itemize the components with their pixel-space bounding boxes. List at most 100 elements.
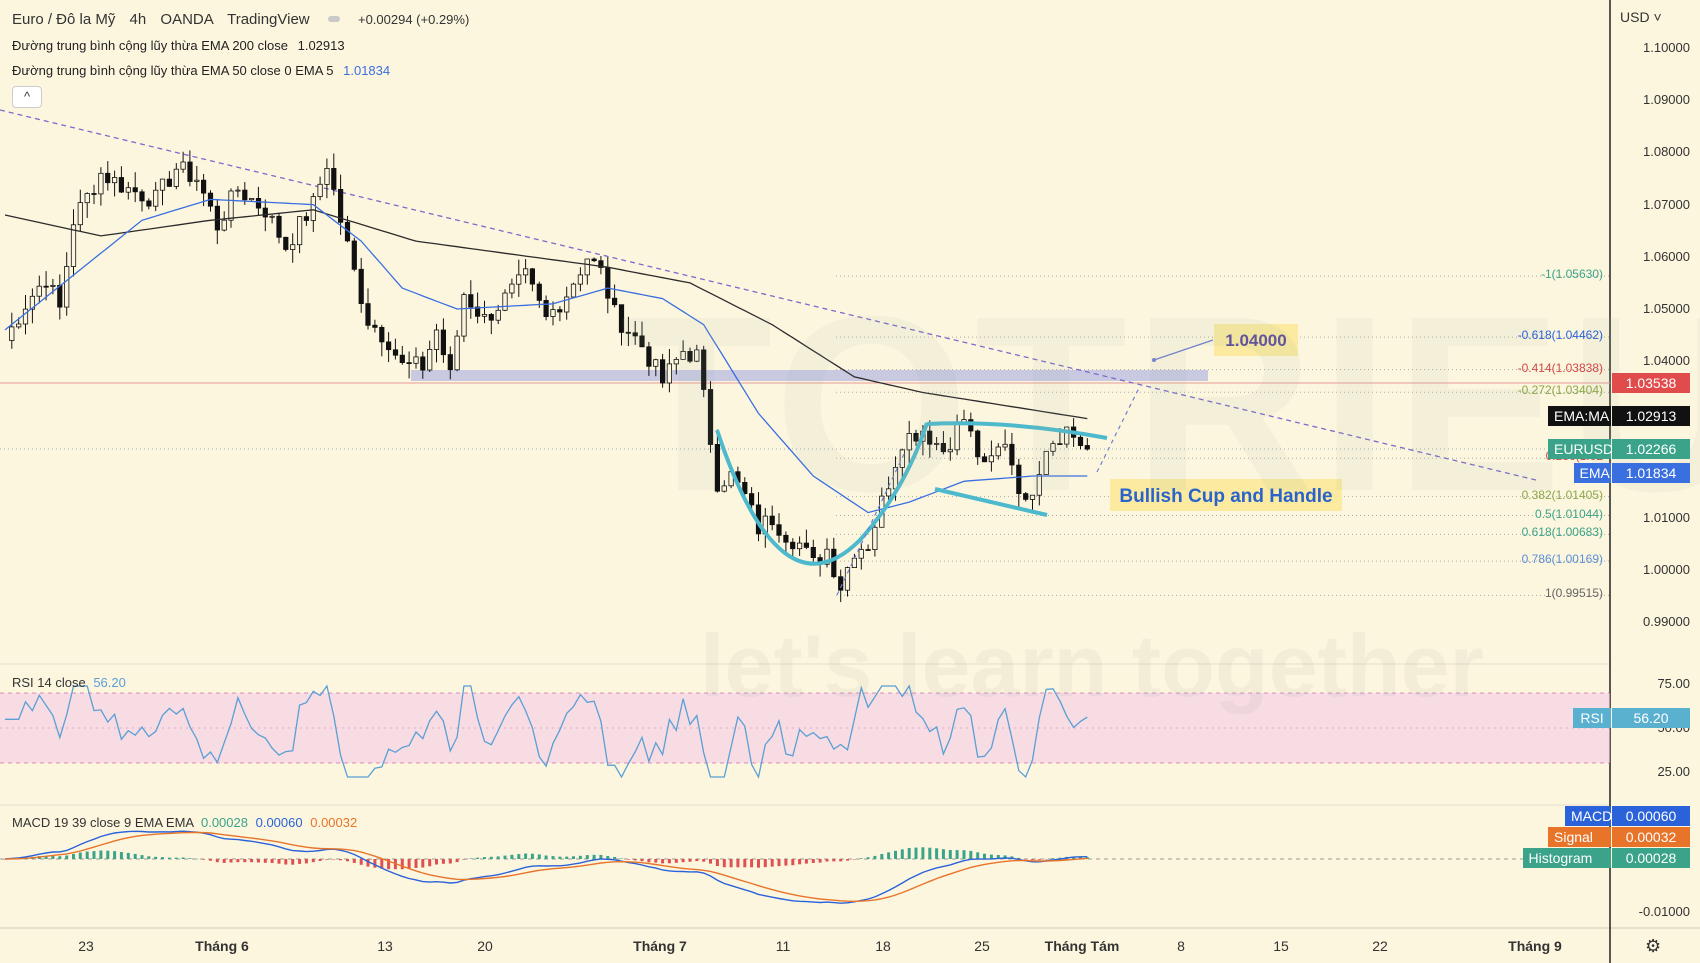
macd-histogram-bar <box>284 859 288 865</box>
candle-body <box>1036 474 1042 496</box>
candle-body <box>625 331 631 334</box>
candle-body <box>481 313 488 317</box>
macd-histogram-bar <box>592 854 596 859</box>
macd-histogram-bar <box>757 859 760 868</box>
macd-histogram-bar <box>311 859 315 863</box>
cup-curve <box>715 422 929 566</box>
interval-label[interactable]: 4h <box>129 11 147 28</box>
macd-histogram-bar <box>277 859 281 864</box>
macd-histogram-bar <box>1024 859 1028 860</box>
macd-histogram-bar <box>688 859 692 862</box>
candle-body <box>296 216 303 246</box>
macd-histogram-bar <box>222 859 226 863</box>
candle-body <box>70 224 77 267</box>
macd-histogram-bar <box>537 854 541 859</box>
candle-body <box>64 266 70 308</box>
macd-histogram-bar <box>291 859 295 865</box>
rsi-line <box>5 684 1088 779</box>
macd-histogram-bar <box>448 859 452 864</box>
candlestick-series <box>9 150 1090 603</box>
candle-body <box>495 309 501 321</box>
macd-histogram-bar <box>133 853 137 859</box>
candle-body <box>529 268 536 285</box>
macd-histogram-bar <box>510 854 514 859</box>
time-axis-label: Tháng Tám <box>1044 938 1120 954</box>
candle-body <box>612 297 618 306</box>
target-box <box>1214 324 1298 356</box>
time-axis-label: 15 <box>1273 938 1289 954</box>
candle-body <box>838 576 844 591</box>
chevron-up-icon: ^ <box>23 89 31 104</box>
macd-histogram-bar <box>880 854 884 859</box>
fib-level-label: 0.5(1.01044) <box>1534 506 1603 521</box>
candle-body <box>790 541 796 550</box>
candle-body <box>701 349 707 390</box>
macd-legend-v2: 0.00060 <box>255 815 303 830</box>
macd-histogram-bar <box>161 857 164 859</box>
macd-histogram-bar <box>209 859 212 861</box>
currency-menu[interactable]: USD ˅ <box>1620 9 1662 25</box>
fib-level-label: -1(1.05630) <box>1540 267 1603 282</box>
change-value: +0.00294 (+0.29%) <box>357 12 470 27</box>
candle-body <box>899 449 905 468</box>
macd-histogram-bar <box>791 859 795 866</box>
gear-icon[interactable]: ⚙ <box>1645 936 1662 956</box>
signal-line <box>4 831 1088 903</box>
ema50-legend[interactable]: Đường trung bình cộng lũy thừa EMA 50 cl… <box>12 63 390 78</box>
candle-body <box>159 178 166 191</box>
ema200-legend[interactable]: Đường trung bình cộng lũy thừa EMA 200 c… <box>12 38 345 53</box>
macd-histogram-bar <box>825 859 829 862</box>
time-axis-label: Tháng 6 <box>195 938 249 954</box>
candle-body <box>262 207 268 218</box>
symbol-name: Euro / Đô la Mỹ <box>12 11 116 28</box>
macd-histogram-bar <box>1051 858 1055 859</box>
macd-histogram-bar <box>750 859 754 868</box>
macd-histogram-bar <box>250 859 254 863</box>
macd-pane <box>0 830 1610 904</box>
fib-level-label: -0.414(1.03838) <box>1517 360 1603 375</box>
price-tag-label: EURUSD <box>1548 439 1613 459</box>
macd-histogram-bar <box>770 859 774 867</box>
macd-histogram-bar <box>626 859 630 860</box>
rsi-pane <box>0 684 1610 779</box>
price-tag-value: 1.02913 <box>1612 406 1690 426</box>
price-axis-label: 1.10000 <box>1643 40 1690 55</box>
candle-body <box>913 432 919 442</box>
macd-histogram-bar <box>777 859 781 867</box>
macd-histogram-bar <box>681 859 685 863</box>
candle-body <box>91 193 97 195</box>
macd-histogram-bar <box>743 859 747 868</box>
macd-histogram-bar <box>599 854 603 859</box>
candle-body <box>707 389 714 445</box>
macd-histogram-bar <box>496 856 500 859</box>
collapse-legend-button[interactable]: ^ <box>12 86 42 108</box>
macd-histogram-bar <box>818 859 822 863</box>
candle-body <box>331 167 337 190</box>
macd-histogram-bar <box>887 852 891 859</box>
price-axis-label: 0.99000 <box>1643 614 1690 630</box>
price-tag-value: 1.01834 <box>1612 463 1690 483</box>
macd-legend-v1: 0.00028 <box>200 815 248 830</box>
macd-legend[interactable]: MACD 19 39 close 9 EMA EMA 0.00028 0.000… <box>12 815 357 830</box>
candle-body <box>523 268 529 276</box>
ema50-legend-value: 1.01834 <box>343 63 391 78</box>
macd-histogram-bar <box>469 858 473 859</box>
fib-level-label: 0.618(1.00683) <box>1521 525 1603 540</box>
rsi-legend[interactable]: RSI 14 close 56.20 <box>12 675 126 690</box>
candle-body <box>112 177 118 184</box>
macd-histogram-bar <box>483 857 486 859</box>
price-axis-label: 1.05000 <box>1643 301 1690 316</box>
candle-body <box>365 303 371 326</box>
macd-histogram-bar <box>846 859 849 861</box>
candle-body <box>379 326 385 343</box>
candle-body <box>36 285 42 297</box>
price-axis-label: 1.08000 <box>1643 144 1690 160</box>
macd-legend-v3: 0.00032 <box>310 815 358 830</box>
macd-histogram-bar <box>736 859 740 868</box>
candle-body <box>9 326 15 341</box>
candle-body <box>173 168 179 187</box>
symbol-header[interactable]: Euro / Đô la Mỹ 4h OANDA TradingView +0.… <box>12 11 469 28</box>
macd-histogram-bar <box>352 859 356 863</box>
